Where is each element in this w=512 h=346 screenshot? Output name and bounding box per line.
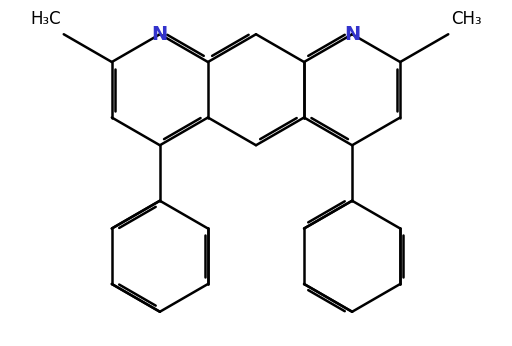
Text: N: N <box>344 25 360 44</box>
Text: N: N <box>152 25 168 44</box>
Text: CH₃: CH₃ <box>451 10 482 28</box>
Text: H₃C: H₃C <box>30 10 61 28</box>
